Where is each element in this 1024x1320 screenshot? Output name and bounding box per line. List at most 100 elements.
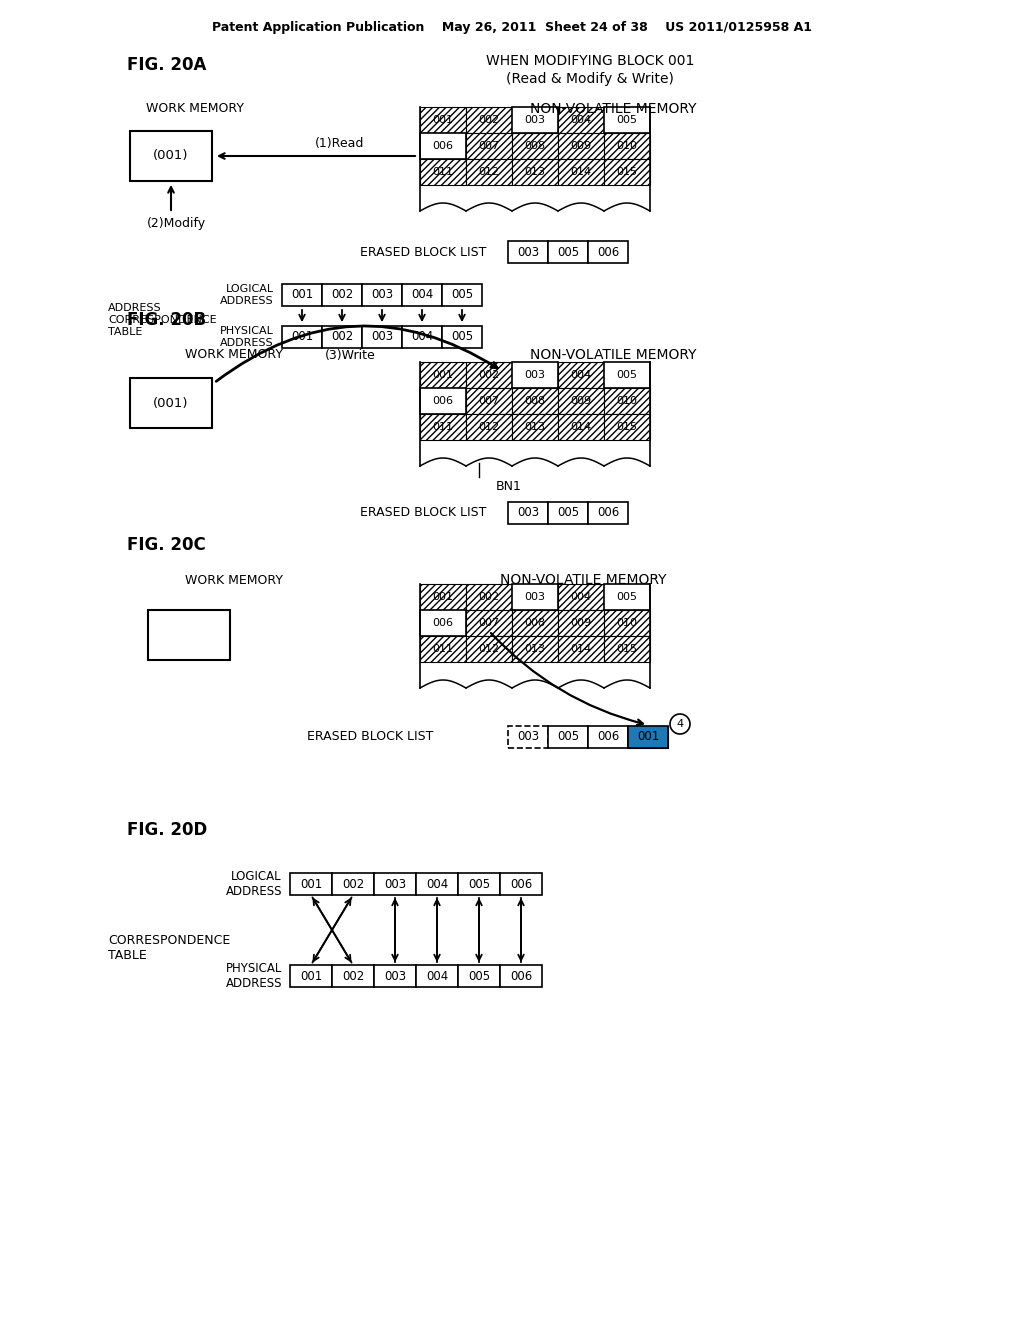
Bar [332,873,374,895]
Text: WORK MEMORY: WORK MEMORY [185,573,283,586]
Text: 012: 012 [478,422,500,432]
Bar [282,326,322,348]
Bar [604,133,650,158]
Text: 005: 005 [468,878,490,891]
Text: LOGICAL
ADDRESS: LOGICAL ADDRESS [225,870,282,898]
Text: 005: 005 [468,969,490,982]
Text: Patent Application Publication    May 26, 2011  Sheet 24 of 38    US 2011/012595: Patent Application Publication May 26, 2… [212,21,812,34]
Bar [466,610,512,636]
Bar [604,583,650,610]
Bar [548,242,588,263]
Text: 002: 002 [331,330,353,343]
Text: 006: 006 [597,730,620,743]
Text: 001: 001 [637,730,659,743]
Text: 006: 006 [432,618,454,628]
Text: NON-VOLATILE MEMORY: NON-VOLATILE MEMORY [529,348,696,362]
Text: 003: 003 [524,591,546,602]
Bar [500,873,542,895]
Text: 005: 005 [616,370,638,380]
Bar [458,965,500,987]
Bar [512,158,558,185]
Text: 001: 001 [291,289,313,301]
Bar [362,284,402,306]
Text: FIG. 20C: FIG. 20C [127,536,206,554]
Text: 010: 010 [616,396,638,407]
Bar [558,362,604,388]
Text: 003: 003 [371,289,393,301]
Text: 006: 006 [510,969,532,982]
Bar [290,873,332,895]
Bar [558,583,604,610]
Bar [322,326,362,348]
Text: FIG. 20D: FIG. 20D [127,821,207,840]
Text: 014: 014 [570,644,592,653]
Text: 014: 014 [570,168,592,177]
Bar [548,502,588,524]
Text: 006: 006 [510,878,532,891]
Bar [508,726,548,748]
Bar [558,388,604,414]
Text: 006: 006 [597,246,620,259]
Text: ADDRESS
CORRESPONDENCE
TABLE: ADDRESS CORRESPONDENCE TABLE [108,304,217,337]
Text: 005: 005 [451,330,473,343]
Text: 008: 008 [524,141,546,150]
Text: WORK MEMORY: WORK MEMORY [185,348,283,362]
Text: 002: 002 [331,289,353,301]
Bar [420,107,466,133]
Text: 015: 015 [616,644,638,653]
Text: ERASED BLOCK LIST: ERASED BLOCK LIST [360,507,486,520]
Bar [604,107,650,133]
Text: 004: 004 [411,289,433,301]
Bar [588,242,628,263]
Text: 006: 006 [432,396,454,407]
Text: 010: 010 [616,618,638,628]
Bar [604,362,650,388]
Text: 009: 009 [570,141,592,150]
Text: 003: 003 [524,115,546,125]
Bar [458,873,500,895]
Text: 003: 003 [524,370,546,380]
Text: 005: 005 [557,507,579,520]
Bar [374,965,416,987]
Bar [420,158,466,185]
Bar [420,414,466,440]
Bar [466,414,512,440]
Text: (1)Read: (1)Read [315,136,365,149]
Text: WORK MEMORY: WORK MEMORY [146,103,244,116]
Text: 001: 001 [300,878,323,891]
Text: 001: 001 [291,330,313,343]
Text: 013: 013 [524,422,546,432]
Text: 009: 009 [570,618,592,628]
Bar [466,583,512,610]
Text: 010: 010 [616,141,638,150]
Bar [282,284,322,306]
Bar [466,636,512,663]
Text: 003: 003 [371,330,393,343]
Bar [558,158,604,185]
Bar [420,610,466,636]
Bar [588,502,628,524]
Text: 002: 002 [478,591,500,602]
Text: 001: 001 [300,969,323,982]
Bar [604,414,650,440]
Bar [558,636,604,663]
Text: 011: 011 [432,644,454,653]
Bar [558,610,604,636]
Text: 011: 011 [432,168,454,177]
Text: 005: 005 [616,591,638,602]
Text: (2)Modify: (2)Modify [146,218,206,231]
Bar [402,284,442,306]
Text: 007: 007 [478,618,500,628]
Bar [420,133,466,158]
Text: 002: 002 [342,969,365,982]
Text: 004: 004 [570,370,592,380]
Bar [588,726,628,748]
Bar [508,242,548,263]
Text: 007: 007 [478,141,500,150]
Bar [402,326,442,348]
Text: 013: 013 [524,644,546,653]
Text: (001): (001) [154,396,188,409]
Bar [442,284,482,306]
Text: BN1: BN1 [496,479,522,492]
Text: 005: 005 [616,115,638,125]
